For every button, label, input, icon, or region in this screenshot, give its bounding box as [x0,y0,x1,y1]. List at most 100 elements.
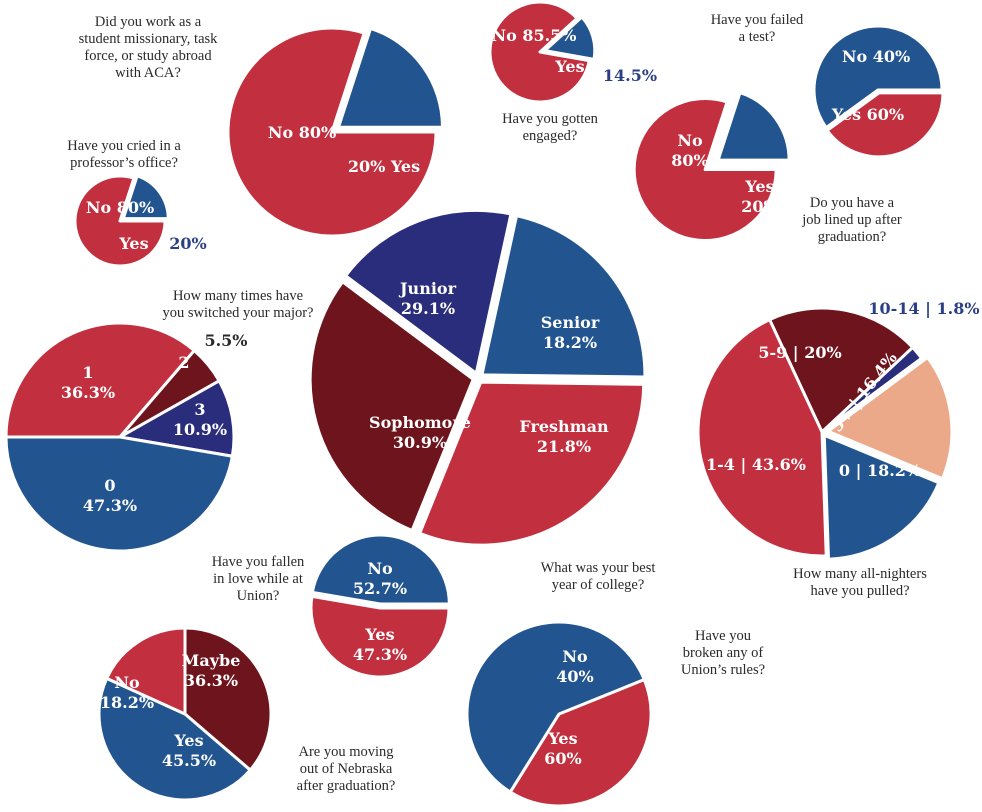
slice-major-3 [118,379,236,458]
outside-label-major-2: 5.5% [204,331,247,350]
pie-chart-cried: No 80% Yes 20% Have you cried in aprofessor… [67,138,207,268]
slice-label-love-no: 52.7% [353,579,407,598]
question-aca: student missionary, task [79,31,219,47]
pie-chart-major: 136.3% 2 310.9% 047.3% 5.5% How many times ha… [4,288,314,553]
question-nebraska: out of Nebraska [300,761,393,777]
question-all-nighters: have you pulled? [810,583,909,599]
slice-label-major-3: 10.9% [173,420,227,439]
slice-all-nighters-1-4 [696,318,828,558]
slice-engaged-no [488,0,591,104]
question-job: graduation? [818,229,886,245]
slice-label-major-1: 1 [82,363,93,382]
question-rules: broken any of [683,645,764,661]
question-engaged: Have you gotten [502,111,599,127]
slice-label-best-year-sophomore: 30.9% [393,433,447,452]
slice-all-nighters-5-9 [768,306,915,434]
question-failed-test: Have you failed [711,12,804,28]
slice-label-failed-test-no: No 40% [842,47,910,66]
slice-label-nebraska-maybe: 36.3% [184,671,238,690]
slice-label-major-2: 2 [178,353,189,372]
slice-label-love-no: No [367,559,393,578]
question-best-year: year of college? [552,577,645,593]
slice-label-best-year-freshman: Freshman [519,417,609,436]
slice-label-engaged-no: No 85.5% [491,26,576,45]
slice-cried-yes [121,174,170,221]
slice-label-job-yes: 20% [741,197,778,216]
question-job: Do you have a [810,195,895,211]
slice-label-best-year-sophomore: Sophomore [369,413,471,432]
question-failed-test: a test? [739,29,776,45]
slice-label-engaged-yes: Yes [554,57,584,76]
slice-aca-no [226,26,438,238]
slice-job-yes [716,91,791,162]
slice-label-nebraska-no: No [114,673,140,692]
slice-label-best-year-junior: 29.1% [401,299,455,318]
slice-label-nebraska-yes: 45.5% [162,751,216,770]
slice-label-cried-yes: Yes [118,234,148,253]
slice-label-cried-no: No 80% [86,198,154,217]
slice-label-all-nighters-1-4: 1-4 | 43.6% [706,455,806,474]
slice-label-aca-yes: 20% Yes [348,157,420,176]
question-all-nighters: How many all-nighters [793,566,927,582]
question-cried: Have you cried in a [67,138,181,154]
question-aca: Did you work as a [95,14,202,30]
outside-label-all-nighters-10-14: 10-14 | 1.8% [868,299,979,318]
slice-label-job-no: 80% [671,151,708,170]
question-major: you switched your major? [162,305,313,321]
question-love: in love while at [213,571,303,587]
slice-love-no [309,594,451,679]
slice-label-job-no: No [677,131,703,150]
slice-nebraska-no [105,626,187,716]
slice-label-best-year-senior: 18.2% [543,333,597,352]
slice-aca-yes [336,26,444,129]
question-major: How many times have [173,288,303,304]
slice-label-major-0: 0 [104,476,115,495]
slice-failed-test-no [825,91,945,159]
slice-label-rules-no: No [562,647,588,666]
slice-label-major-1: 36.3% [61,383,115,402]
slice-failed-test-yes [812,24,944,130]
slice-major-1 [4,321,196,439]
slice-label-best-year-senior: Senior [541,313,600,332]
slice-label-best-year-junior: Junior [398,279,457,298]
question-love: Have you fallen [212,554,305,570]
slice-all-nighters-15 [826,355,954,481]
slice-label-rules-no: 40% [556,667,593,686]
slice-engaged-yes [543,15,597,61]
slice-best-year-junior [308,280,475,532]
slice-nebraska-maybe [183,626,273,772]
slice-love-yes [310,533,451,606]
question-love: Union? [237,588,280,604]
slice-cried-no [73,174,167,268]
slice-nebraska-yes [97,676,252,802]
question-best-year: What was your best [541,560,656,576]
slice-major-0 [4,435,234,553]
slice-best-year-sophomore [418,380,646,547]
outside-label-cried-yes: 20% [169,234,206,253]
slice-label-rules-yes: 60% [544,749,581,768]
slice-label-nebraska-maybe: Maybe [182,651,241,670]
slice-label-failed-test-yes: Yes 60% [831,105,904,124]
question-aca: with ACA? [115,65,181,81]
slice-label-love-yes: 47.3% [353,645,407,664]
question-job: job lined up after [801,212,902,228]
slice-all-nighters-0 [822,433,941,561]
pie-chart-all-nighters: 5-9 | 20%15+ | 16.4%0 | 18.2%1-4 | 43.6%… [696,299,980,599]
slice-label-job-yes: Yes [744,177,774,196]
question-nebraska: after graduation? [297,778,396,794]
slice-rules-no [508,678,653,808]
question-nebraska: Are you moving [298,744,393,760]
slice-label-rules-yes: Yes [547,729,577,748]
question-engaged: engaged? [523,128,578,144]
question-rules: Union’s rules? [681,662,765,678]
slice-all-nighters-10-14 [820,345,924,434]
slice-label-best-year-freshman: 21.8% [537,437,591,456]
slice-rules-yes [465,620,646,794]
